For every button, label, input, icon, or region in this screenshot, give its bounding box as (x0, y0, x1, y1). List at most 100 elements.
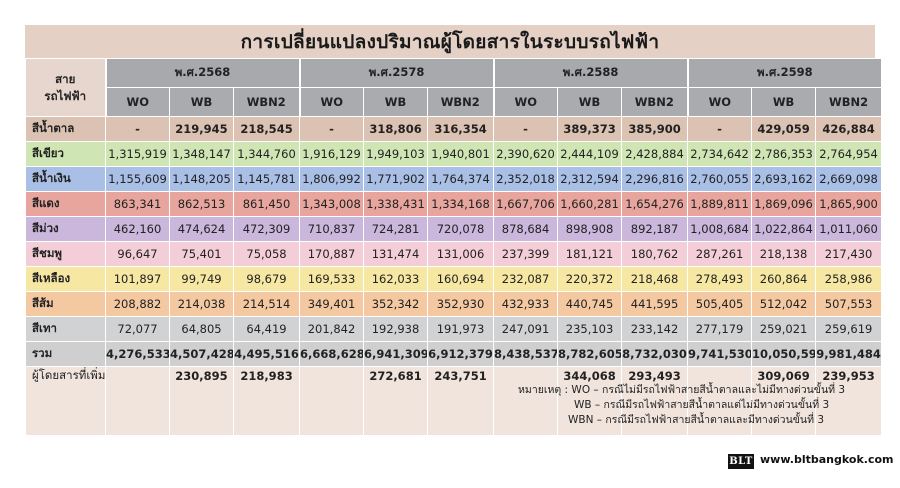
value-cell: 316,354 (427, 116, 495, 142)
scenario-header: WO (492, 87, 559, 117)
value-cell: 1,022,864 (751, 216, 817, 242)
value-cell: 1,344,760 (232, 141, 301, 167)
value-cell: 507,553 (815, 291, 883, 317)
note-line: หมายเหตุ : WO – กรณีไม่มีรถไฟฟ้าสายสีน้ำ… (518, 384, 846, 396)
line-header-text: รถไฟฟ้า (44, 88, 87, 103)
scenario-header: WBN2 (815, 87, 883, 117)
value-cell: 2,669,098 (815, 166, 883, 192)
value-cell: 2,786,353 (751, 141, 817, 167)
value-cell: 237,399 (493, 241, 559, 267)
value-cell: 1,940,801 (427, 141, 495, 167)
value-cell: 260,864 (751, 266, 817, 292)
value-cell: 278,493 (687, 266, 753, 292)
value-cell: 462,160 (105, 216, 170, 242)
scenario-header: WB (557, 87, 623, 117)
value-cell: 1,008,684 (687, 216, 753, 242)
value-cell: 1,338,431 (363, 191, 429, 217)
value-cell: 344,068 (557, 366, 623, 436)
value-cell: 75,058 (232, 241, 301, 267)
notes: หมายเหตุ : WO – กรณีไม่มีรถไฟฟ้าสายสีน้ำ… (470, 383, 875, 428)
value-cell: 318,806 (363, 116, 429, 142)
value-cell: 98,679 (232, 266, 301, 292)
year-header: พ.ศ.2568 (104, 58, 301, 88)
value-cell: 160,694 (427, 266, 495, 292)
value-cell: 131,006 (427, 241, 495, 267)
value-cell: 4,276,533 (105, 341, 170, 367)
value-cell: 1,654,276 (621, 191, 689, 217)
scenario-header-row: WO WB WBN2 WO WB WBN2 WO WB WBN2 WO WB WBN2 (26, 87, 883, 117)
value-cell: 6,941,309 (363, 341, 429, 367)
value-cell: 724,281 (363, 216, 429, 242)
value-cell: 1,315,919 (105, 141, 170, 167)
value-cell (493, 366, 559, 436)
value-cell: 1,865,900 (815, 191, 883, 217)
value-cell: 862,513 (169, 191, 234, 217)
value-cell: 1,155,609 (105, 166, 170, 192)
value-cell: 259,021 (751, 316, 817, 342)
value-cell: 472,309 (232, 216, 301, 242)
value-cell: 277,179 (687, 316, 753, 342)
value-cell: 892,187 (621, 216, 689, 242)
line-label: สีเหลือง (25, 266, 106, 292)
value-cell (299, 366, 365, 436)
website-link[interactable]: www.bltbangkok.com (760, 453, 894, 466)
value-cell: 243,751 (427, 366, 495, 436)
scenario-header: WB (169, 87, 234, 117)
line-label: ผู้โดยสารที่เพิ่มขึ้นจากกรณีมีรถไฟฟ้าสาย… (25, 366, 106, 436)
value-cell: 2,760,055 (687, 166, 753, 192)
value-cell: 230,895 (169, 366, 234, 436)
value-cell: 2,352,018 (493, 166, 559, 192)
value-cell: 878,684 (493, 216, 559, 242)
value-cell (687, 366, 753, 436)
value-cell: - (105, 116, 170, 142)
value-cell: 2,764,954 (815, 141, 883, 167)
value-cell: 385,900 (621, 116, 689, 142)
value-cell: 218,545 (232, 116, 301, 142)
line-header-text: สาย (55, 71, 76, 86)
value-cell: 180,762 (621, 241, 689, 267)
value-cell: 208,882 (105, 291, 170, 317)
note-line: WB – กรณีมีรถไฟฟ้าสายสีน้ำตาลแต่ไม่มีทาง… (574, 399, 830, 411)
value-cell: 64,419 (232, 316, 301, 342)
value-cell: 99,749 (169, 266, 234, 292)
table-row: สีม่วง 462,160 474,624 472,309 710,837 724,28… (25, 216, 883, 242)
value-cell: 131,474 (363, 241, 429, 267)
scenario-header: WO (104, 87, 170, 117)
line-label: สีส้ม (25, 291, 106, 317)
line-label: สีแดง (25, 191, 106, 217)
value-cell: 1,949,103 (363, 141, 429, 167)
value-cell: 898,908 (557, 216, 623, 242)
value-cell: 1,348,147 (169, 141, 234, 167)
value-cell: 235,103 (557, 316, 623, 342)
value-cell: 218,138 (751, 241, 817, 267)
value-cell: 272,681 (363, 366, 429, 436)
value-cell: 1,889,811 (687, 191, 753, 217)
value-cell: 191,973 (427, 316, 495, 342)
value-cell: 9,741,530 (687, 341, 753, 367)
year-header: พ.ศ.2588 (492, 58, 689, 88)
blt-logo: BLT (728, 454, 754, 469)
table-row: สีน้ำเงิน 1,155,609 1,148,205 1,145,781 1,80… (25, 166, 883, 192)
table-row: สีส้ม 208,882 214,038 214,514 349,401 352,342… (25, 291, 883, 317)
value-cell: 162,033 (363, 266, 429, 292)
table-row: สีเขียว 1,315,919 1,348,147 1,344,760 1,916,… (25, 141, 883, 167)
table-row: สีชมพู 96,647 75,401 75,058 170,887 131,474 13… (25, 241, 883, 267)
value-cell: 429,059 (751, 116, 817, 142)
value-cell: 192,938 (363, 316, 429, 342)
table-row: รวม 4,276,533 4,507,428 4,495,516 6,668,628 6… (25, 341, 883, 367)
value-cell: 75,401 (169, 241, 234, 267)
value-cell: 426,884 (815, 116, 883, 142)
value-cell: 1,764,374 (427, 166, 495, 192)
value-cell: 2,444,109 (557, 141, 623, 167)
line-label: สีเทา (25, 316, 106, 342)
value-cell: 96,647 (105, 241, 170, 267)
value-cell: 217,430 (815, 241, 883, 267)
value-cell: 505,405 (687, 291, 753, 317)
line-label: สีม่วง (25, 216, 106, 242)
line-label: รวม (25, 341, 106, 367)
value-cell: - (687, 116, 753, 142)
value-cell: 258,986 (815, 266, 883, 292)
value-cell: 239,953 (815, 366, 883, 436)
value-cell: 259,619 (815, 316, 883, 342)
value-cell: 170,887 (299, 241, 365, 267)
